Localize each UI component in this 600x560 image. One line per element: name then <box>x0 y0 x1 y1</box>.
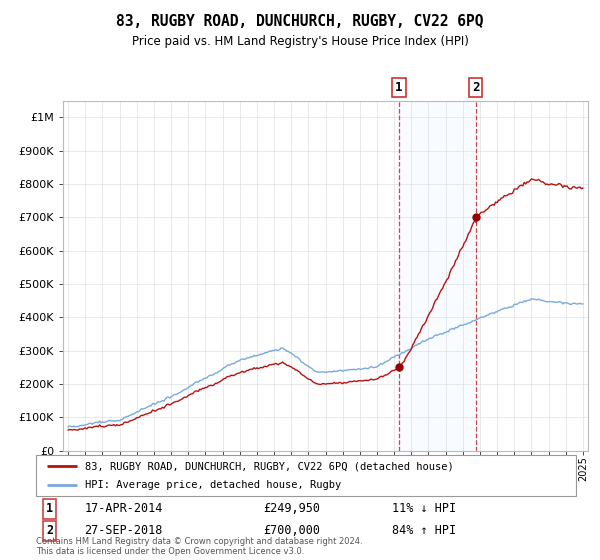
Text: 2: 2 <box>472 81 479 94</box>
Text: 1: 1 <box>46 502 53 516</box>
Text: HPI: Average price, detached house, Rugby: HPI: Average price, detached house, Rugb… <box>85 480 341 489</box>
Text: 11% ↓ HPI: 11% ↓ HPI <box>392 502 457 516</box>
Text: 83, RUGBY ROAD, DUNCHURCH, RUGBY, CV22 6PQ: 83, RUGBY ROAD, DUNCHURCH, RUGBY, CV22 6… <box>116 14 484 29</box>
Text: £700,000: £700,000 <box>263 524 320 537</box>
Text: 1: 1 <box>395 81 403 94</box>
Text: Price paid vs. HM Land Registry's House Price Index (HPI): Price paid vs. HM Land Registry's House … <box>131 35 469 48</box>
Text: 84% ↑ HPI: 84% ↑ HPI <box>392 524 457 537</box>
Text: 27-SEP-2018: 27-SEP-2018 <box>85 524 163 537</box>
Text: £249,950: £249,950 <box>263 502 320 516</box>
FancyBboxPatch shape <box>36 455 576 496</box>
Bar <box>399 101 476 451</box>
Text: 17-APR-2014: 17-APR-2014 <box>85 502 163 516</box>
Text: 2: 2 <box>46 524 53 537</box>
Text: Contains HM Land Registry data © Crown copyright and database right 2024.
This d: Contains HM Land Registry data © Crown c… <box>36 536 362 556</box>
Text: 83, RUGBY ROAD, DUNCHURCH, RUGBY, CV22 6PQ (detached house): 83, RUGBY ROAD, DUNCHURCH, RUGBY, CV22 6… <box>85 461 454 471</box>
